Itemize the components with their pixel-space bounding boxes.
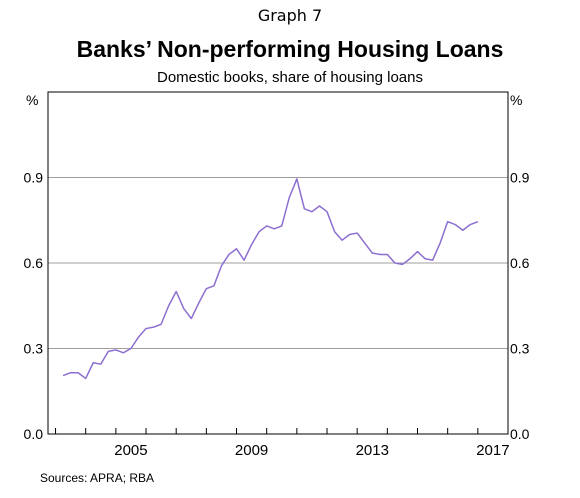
- series-line: [62, 178, 479, 380]
- tick-labels: 0.0 0.0 0.3 0.3 0.6 0.6 0.9 0.9 2005 2009 2013 2017: [24, 170, 530, 460]
- ticks: [55, 428, 509, 434]
- x-tick-label: 2005: [114, 442, 147, 459]
- y-tick-label-left: 0.3: [24, 341, 44, 357]
- graph-label: Graph 7: [257, 6, 323, 25]
- gridlines: [48, 177, 508, 349]
- y-axis-unit-right: %: [510, 92, 522, 108]
- y-tick-label-right: 0.3: [510, 341, 530, 357]
- x-tick-label: 2009: [235, 442, 268, 459]
- sources-note: Sources: APRA; RBA: [40, 471, 155, 485]
- y-axis-unit-left: %: [26, 92, 38, 108]
- y-tick-label-right: 0.9: [510, 170, 530, 186]
- series-layer: [62, 178, 479, 380]
- y-tick-label-left: 0.9: [24, 170, 44, 186]
- x-tick-label: 2013: [356, 442, 389, 459]
- plot-frame: [47, 91, 509, 435]
- chart-subtitle: Domestic books, share of housing loans: [157, 69, 423, 86]
- x-tick-label: 2017: [476, 442, 509, 459]
- y-tick-label-right: 0.6: [510, 255, 530, 271]
- y-tick-label-left: 0.0: [24, 426, 44, 442]
- y-tick-label-right: 0.0: [510, 426, 530, 442]
- y-tick-label-left: 0.6: [24, 255, 44, 271]
- chart-title: Banks’ Non-performing Housing Loans: [76, 36, 504, 62]
